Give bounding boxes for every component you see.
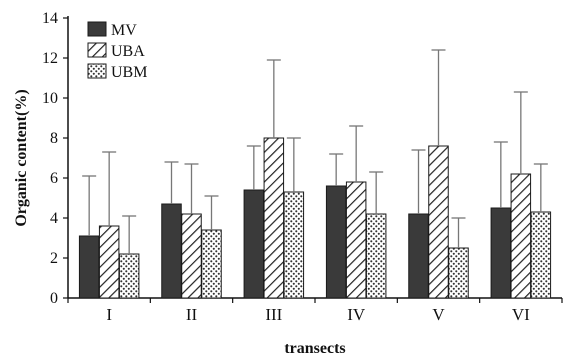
x-tick-label: I — [106, 305, 112, 324]
x-axis-label: transects — [284, 340, 345, 357]
bar-ubm — [530, 211, 552, 299]
bar-uba — [263, 137, 285, 299]
x-tick-label: IV — [347, 305, 366, 324]
bar-mv — [490, 207, 512, 299]
bar-mv — [408, 213, 429, 299]
bar-ubm — [283, 191, 305, 299]
legend: MV UBA UBM — [87, 21, 147, 81]
bar-ubm — [201, 229, 222, 299]
bar-ubm — [365, 213, 387, 299]
bar-uba — [510, 173, 532, 299]
x-tick-label: II — [186, 305, 198, 324]
y-tick-label: 0 — [50, 290, 58, 307]
y-tick-label: 10 — [42, 90, 58, 107]
bar-uba — [345, 181, 367, 299]
y-tick-label: 6 — [50, 170, 58, 187]
bar-mv — [161, 203, 182, 299]
y-tick-label: 8 — [50, 130, 58, 147]
x-tick-label: V — [432, 305, 445, 324]
y-axis-label: Organic content(%) — [13, 89, 30, 226]
bar-uba — [181, 213, 202, 299]
bar-ubm — [448, 247, 469, 299]
bar-mv — [325, 185, 347, 299]
bar-mv — [243, 189, 265, 299]
y-tick-label: 2 — [50, 250, 58, 267]
y-tick-label: 4 — [50, 210, 58, 227]
legend-swatch-uba — [87, 42, 107, 58]
error-bars — [82, 49, 548, 254]
bars — [78, 137, 552, 299]
bar-mv — [78, 235, 100, 299]
legend-label-uba: UBA — [111, 43, 145, 60]
legend-label-ubm: UBM — [111, 64, 147, 81]
y-tick-label: 12 — [42, 50, 58, 67]
legend-swatch-mv — [87, 21, 107, 37]
bar-uba — [98, 225, 120, 299]
x-tick-label: VI — [512, 305, 530, 324]
y-tick-label: 14 — [42, 10, 58, 27]
x-tick-label: III — [265, 305, 282, 324]
bar-ubm — [118, 253, 140, 299]
bar-uba — [428, 145, 449, 299]
legend-swatch-ubm — [87, 63, 107, 79]
legend-label-mv: MV — [111, 22, 137, 39]
